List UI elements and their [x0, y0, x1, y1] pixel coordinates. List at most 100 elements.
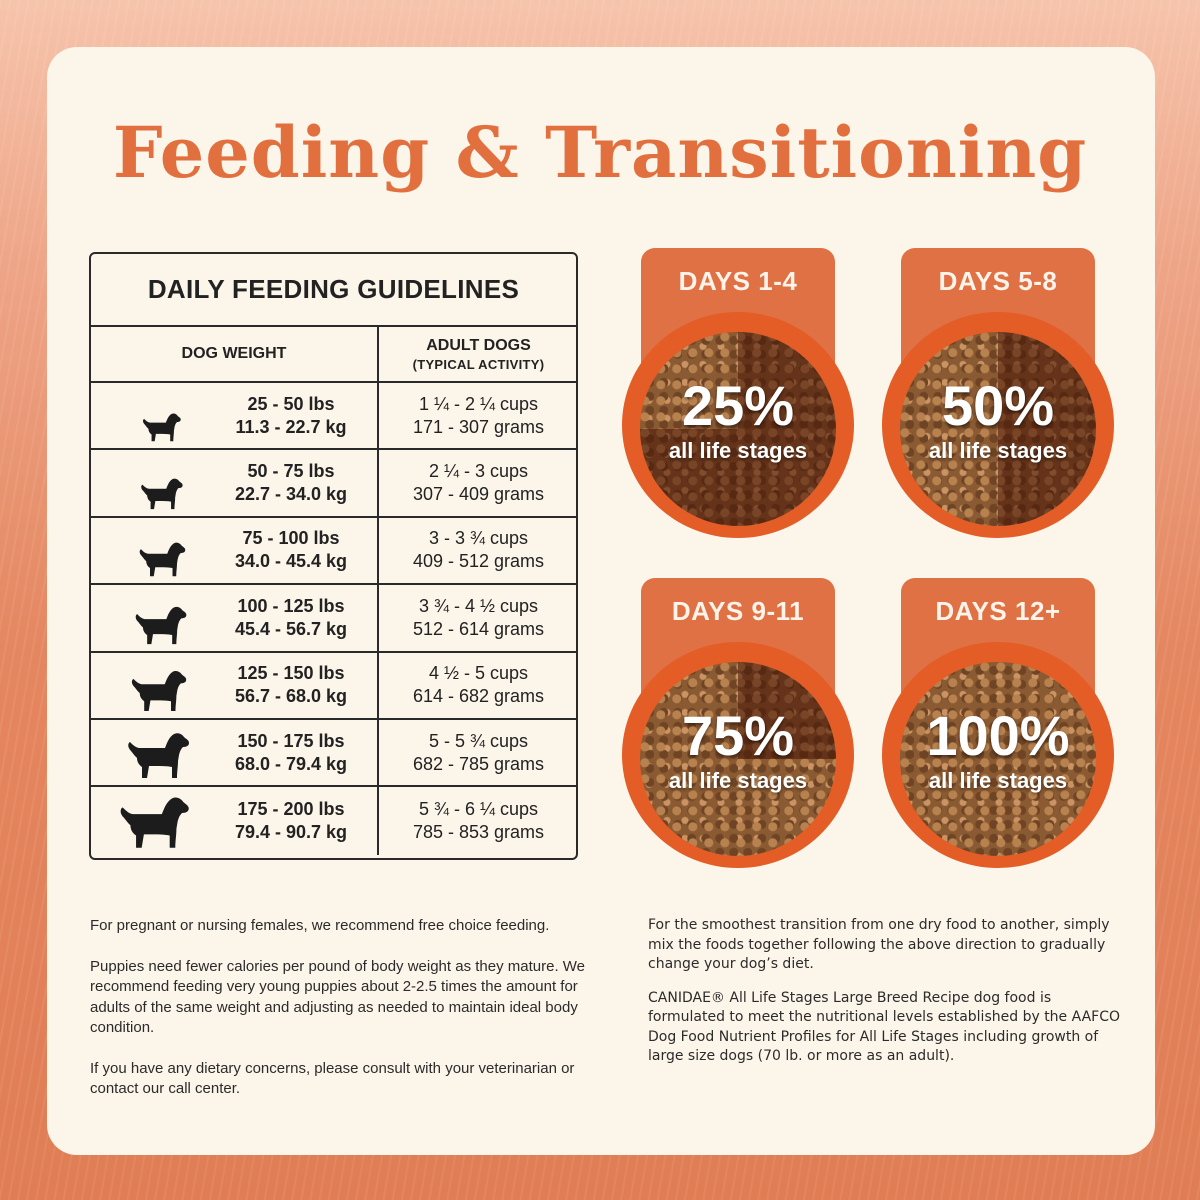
feeding-notes: For pregnant or nursing females, we reco… — [90, 916, 610, 1120]
weight-cell: 125 - 150 lbs 56.7 - 68.0 kg — [91, 652, 379, 718]
days-label: DAYS 1-4 — [678, 266, 798, 296]
column-header-dog-weight: DOG WEIGHT — [91, 327, 379, 383]
amount-grams: 682 - 785 grams — [412, 753, 545, 774]
kibble-bowl — [640, 662, 836, 856]
amount-grams: 307 - 409 grams — [412, 484, 545, 505]
days-label: DAYS 12+ — [935, 596, 1061, 626]
transition-badge: DAYS 12+ 100% all life stages — [882, 578, 1114, 868]
table-row: 50 - 75 lbs 22.7 - 34.0 kg 2 ¼ - 3 cups … — [91, 450, 576, 518]
amount-cups: 3 - 3 ¾ cups — [428, 528, 529, 549]
weight-kg: 79.4 - 90.7 kg — [234, 822, 348, 843]
weight-range: 150 - 175 lbs 68.0 - 79.4 kg — [211, 720, 371, 785]
note-paragraph: For the smoothest transition from one dr… — [648, 917, 1110, 972]
transition-notes: For the smoothest transition from one dr… — [648, 916, 1128, 1081]
dog-silhouette-icon — [131, 670, 187, 712]
table-row: 150 - 175 lbs 68.0 - 79.4 kg 5 - 5 ¾ cup… — [91, 719, 576, 788]
amount-cups: 5 - 5 ¾ cups — [428, 730, 529, 751]
weight-range: 125 - 150 lbs 56.7 - 68.0 kg — [211, 653, 371, 718]
amount-cell: 5 - 5 ¾ cups 682 - 785 grams — [379, 720, 576, 785]
transition-badge: DAYS 5-8 50% all life stages — [882, 248, 1114, 538]
weight-kg: 56.7 - 68.0 kg — [234, 686, 348, 707]
weight-range: 50 - 75 lbs 22.7 - 34.0 kg — [211, 450, 371, 515]
table-row: 100 - 125 lbs 45.4 - 56.7 kg 3 ¾ - 4 ½ c… — [91, 585, 576, 653]
table-rows: 25 - 50 lbs 11.3 - 22.7 kg 1 ¼ - 2 ¼ cup… — [91, 383, 576, 855]
weight-kg: 11.3 - 22.7 kg — [235, 416, 347, 437]
amount-grams: 512 - 614 grams — [412, 618, 545, 639]
percent-label: 25% — [681, 374, 795, 437]
days-label: DAYS 9-11 — [671, 596, 805, 626]
weight-cell: 150 - 175 lbs 68.0 - 79.4 kg — [91, 719, 379, 786]
percent-label: 75% — [681, 704, 795, 767]
weight-kg: 22.7 - 34.0 kg — [234, 484, 348, 505]
life-stage-label: all life stages — [928, 438, 1068, 463]
amount-cups: 5 ¾ - 6 ¼ cups — [418, 799, 539, 820]
transition-badge: DAYS 9-11 75% all life stages — [622, 578, 854, 868]
feeding-guidelines-table: DAILY FEEDING GUIDELINES DOG WEIGHT ADUL… — [89, 252, 578, 860]
transition-badge: DAYS 1-4 25% all life stages — [622, 248, 854, 538]
weight-lbs: 125 - 150 lbs — [237, 663, 345, 684]
life-stage-label: all life stages — [928, 768, 1068, 793]
amount-grams: 409 - 512 grams — [412, 551, 545, 572]
previous-food-portion — [640, 332, 836, 526]
dog-silhouette-icon — [141, 478, 183, 509]
previous-food-portion — [738, 662, 836, 759]
weight-cell: 100 - 125 lbs 45.4 - 56.7 kg — [91, 585, 379, 651]
weight-cell: 175 - 200 lbs 79.4 - 90.7 kg — [91, 787, 379, 855]
amount-cups: 2 ¼ - 3 cups — [428, 461, 529, 482]
percent-label: 100% — [926, 704, 1070, 767]
days-label: DAYS 5-8 — [938, 266, 1058, 296]
life-stage-label: all life stages — [668, 438, 808, 463]
weight-kg: 45.4 - 56.7 kg — [234, 618, 348, 639]
weight-lbs: 150 - 175 lbs — [237, 730, 345, 751]
dog-silhouette-icon — [139, 542, 186, 577]
weight-range: 175 - 200 lbs 79.4 - 90.7 kg — [211, 787, 371, 854]
percent-label: 50% — [941, 374, 1055, 437]
page-title: Feeding & Transitioning — [112, 111, 1088, 194]
weight-lbs: 100 - 125 lbs — [237, 595, 345, 616]
amount-cell: 3 - 3 ¾ cups 409 - 512 grams — [379, 518, 576, 583]
amount-grams: 171 - 307 grams — [412, 416, 545, 437]
note-paragraph: For pregnant or nursing females, we reco… — [90, 917, 550, 934]
amount-grams: 785 - 853 grams — [412, 822, 545, 843]
amount-cell: 4 ½ - 5 cups 614 - 682 grams — [379, 653, 576, 718]
column-header-adult-dogs: ADULT DOGS (TYPICAL ACTIVITY) — [379, 327, 576, 383]
weight-lbs: 175 - 200 lbs — [237, 799, 345, 820]
amount-cups: 1 ¼ - 2 ¼ cups — [418, 393, 539, 414]
weight-lbs: 25 - 50 lbs — [247, 393, 335, 414]
amount-cell: 3 ¾ - 4 ½ cups 512 - 614 grams — [379, 585, 576, 650]
dog-silhouette-icon — [120, 797, 189, 848]
column-header-adult-dogs-label: ADULT DOGS — [426, 336, 531, 354]
life-stage-label: all life stages — [668, 768, 808, 793]
dog-silhouette-icon — [128, 733, 189, 779]
weight-kg: 68.0 - 79.4 kg — [234, 753, 348, 774]
amount-cups: 3 ¾ - 4 ½ cups — [418, 595, 539, 616]
kibble-bowl — [640, 332, 836, 526]
table-heading: DAILY FEEDING GUIDELINES — [91, 254, 576, 327]
weight-lbs: 75 - 100 lbs — [242, 528, 340, 549]
weight-range: 75 - 100 lbs 34.0 - 45.4 kg — [211, 518, 371, 583]
table-row: 125 - 150 lbs 56.7 - 68.0 kg 4 ½ - 5 cup… — [91, 652, 576, 720]
column-header-activity-label: (TYPICAL ACTIVITY) — [412, 356, 545, 372]
weight-range: 100 - 125 lbs 45.4 - 56.7 kg — [211, 585, 371, 650]
weight-lbs: 50 - 75 lbs — [247, 461, 335, 482]
amount-cell: 2 ¼ - 3 cups 307 - 409 grams — [379, 450, 576, 515]
amount-cell: 5 ¾ - 6 ¼ cups 785 - 853 grams — [379, 787, 576, 854]
weight-cell: 25 - 50 lbs 11.3 - 22.7 kg — [91, 383, 379, 449]
amount-cups: 4 ½ - 5 cups — [428, 663, 529, 684]
note-paragraph: Puppies need fewer calories per pound of… — [90, 957, 586, 1037]
previous-food-portion — [998, 332, 1096, 526]
table-row: 25 - 50 lbs 11.3 - 22.7 kg 1 ¼ - 2 ¼ cup… — [91, 383, 576, 451]
kibble-bowl — [900, 332, 1096, 526]
table-row: 175 - 200 lbs 79.4 - 90.7 kg 5 ¾ - 6 ¼ c… — [91, 787, 576, 855]
amount-cell: 1 ¼ - 2 ¼ cups 171 - 307 grams — [379, 383, 576, 448]
dog-silhouette-icon — [143, 413, 181, 442]
kibble-bowl — [900, 662, 1096, 856]
weight-cell: 50 - 75 lbs 22.7 - 34.0 kg — [91, 450, 379, 516]
weight-cell: 75 - 100 lbs 34.0 - 45.4 kg — [91, 517, 379, 584]
table-row: 75 - 100 lbs 34.0 - 45.4 kg 3 - 3 ¾ cups… — [91, 517, 576, 586]
note-paragraph: CANIDAE® All Life Stages Large Breed Rec… — [648, 989, 1121, 1065]
amount-grams: 614 - 682 grams — [412, 686, 545, 707]
dog-silhouette-icon — [135, 606, 187, 644]
weight-kg: 34.0 - 45.4 kg — [234, 551, 348, 572]
weight-range: 25 - 50 lbs 11.3 - 22.7 kg — [211, 383, 371, 448]
